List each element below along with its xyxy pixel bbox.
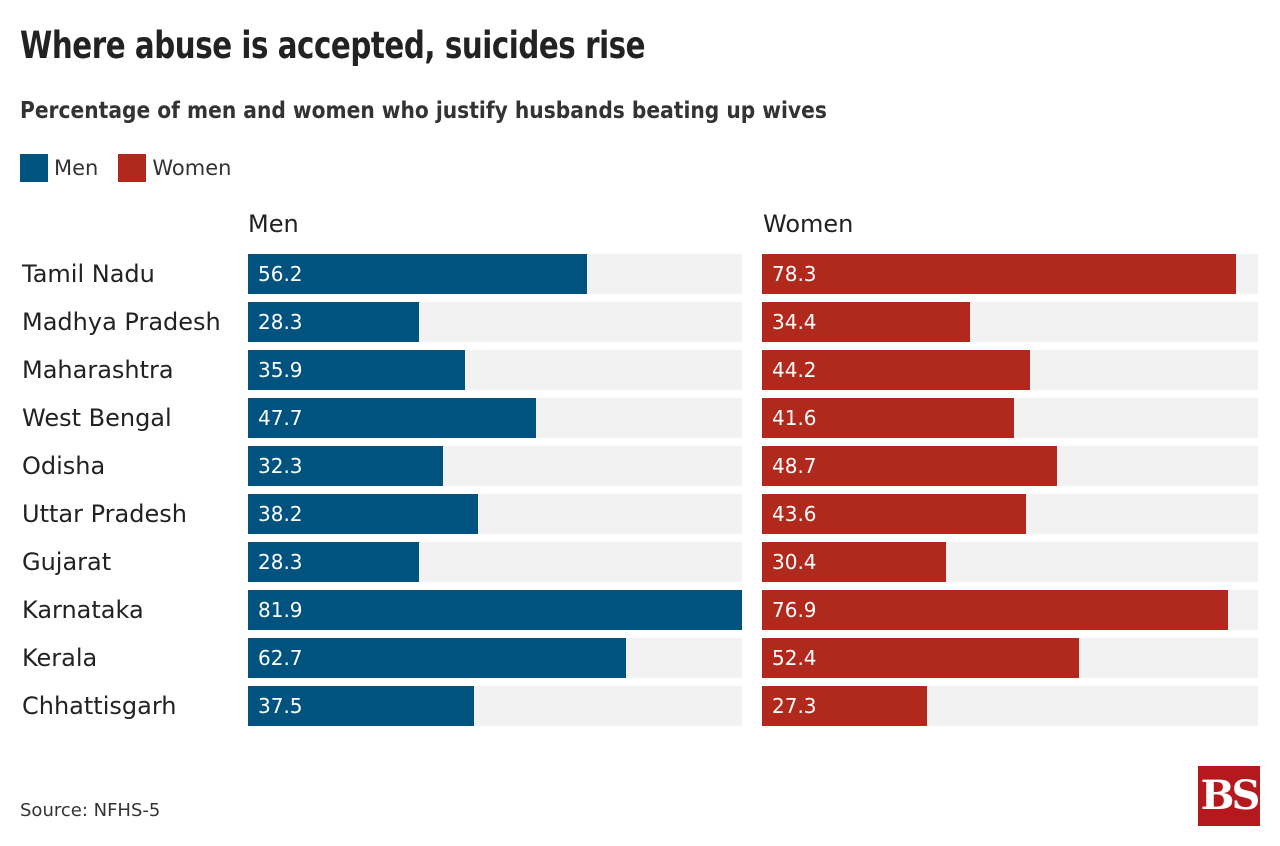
bar-men: 32.3 xyxy=(248,446,443,486)
data-label: 28.3 xyxy=(258,550,303,574)
category-label: Karnataka xyxy=(22,596,144,624)
data-label: 62.7 xyxy=(258,646,303,670)
chart-title: Where abuse is accepted, suicides rise xyxy=(20,24,646,67)
bar-track-men: 28.3 xyxy=(248,542,742,582)
legend-item-women: Women xyxy=(118,154,231,182)
panel-title-men: Men xyxy=(248,210,299,238)
bar-men: 28.3 xyxy=(248,542,419,582)
data-label: 43.6 xyxy=(772,502,817,526)
category-label: West Bengal xyxy=(22,404,172,432)
bar-track-women: 43.6 xyxy=(762,494,1258,534)
data-label: 52.4 xyxy=(772,646,817,670)
bar-men: 62.7 xyxy=(248,638,627,678)
bar-track-men: 28.3 xyxy=(248,302,742,342)
data-label: 30.4 xyxy=(772,550,817,574)
category-label: Gujarat xyxy=(22,548,112,576)
bar-men: 28.3 xyxy=(248,302,419,342)
data-label: 35.9 xyxy=(258,358,303,382)
bar-track-women: 52.4 xyxy=(762,638,1258,678)
category-label: Tamil Nadu xyxy=(22,260,155,288)
chart-subtitle: Percentage of men and women who justify … xyxy=(20,98,827,124)
bar-track-women: 44.2 xyxy=(762,350,1258,390)
bar-track-women: 48.7 xyxy=(762,446,1258,486)
category-label: Chhattisgarh xyxy=(22,692,177,720)
data-label: 44.2 xyxy=(772,358,817,382)
bar-men: 37.5 xyxy=(248,686,475,726)
panel-title-women: Women xyxy=(763,210,854,238)
bar-women: 41.6 xyxy=(762,398,1014,438)
data-label: 56.2 xyxy=(258,262,303,286)
bar-track-men: 56.2 xyxy=(248,254,742,294)
category-label: Uttar Pradesh xyxy=(22,500,187,528)
category-label: Kerala xyxy=(22,644,98,672)
data-label: 37.5 xyxy=(258,694,303,718)
bar-women: 48.7 xyxy=(762,446,1057,486)
bs-logo: BS xyxy=(1198,766,1260,826)
data-label: 38.2 xyxy=(258,502,303,526)
data-label: 41.6 xyxy=(772,406,817,430)
data-label: 76.9 xyxy=(772,598,817,622)
bar-women: 30.4 xyxy=(762,542,947,582)
bar-track-men: 81.9 xyxy=(248,590,742,630)
bar-track-men: 62.7 xyxy=(248,638,742,678)
bar-women: 43.6 xyxy=(762,494,1027,534)
bar-men: 38.2 xyxy=(248,494,479,534)
bar-women: 78.3 xyxy=(762,254,1237,294)
data-label: 47.7 xyxy=(258,406,303,430)
category-label: Maharashtra xyxy=(22,356,174,384)
bar-track-men: 38.2 xyxy=(248,494,742,534)
legend-item-men: Men xyxy=(20,154,98,182)
bar-women: 52.4 xyxy=(762,638,1080,678)
bar-men: 56.2 xyxy=(248,254,587,294)
bar-men: 35.9 xyxy=(248,350,465,390)
bar-track-women: 27.3 xyxy=(762,686,1258,726)
bar-track-women: 78.3 xyxy=(762,254,1258,294)
data-label: 81.9 xyxy=(258,598,303,622)
data-label: 27.3 xyxy=(772,694,817,718)
category-label: Odisha xyxy=(22,452,106,480)
legend-swatch-men xyxy=(20,154,48,182)
bar-track-women: 30.4 xyxy=(762,542,1258,582)
bar-track-men: 32.3 xyxy=(248,446,742,486)
bar-track-men: 37.5 xyxy=(248,686,742,726)
bar-men: 47.7 xyxy=(248,398,536,438)
bar-women: 44.2 xyxy=(762,350,1030,390)
bar-track-women: 41.6 xyxy=(762,398,1258,438)
bar-track-men: 47.7 xyxy=(248,398,742,438)
bar-track-men: 35.9 xyxy=(248,350,742,390)
legend-swatch-women xyxy=(118,154,147,182)
category-label: Madhya Pradesh xyxy=(22,308,221,336)
data-label: 32.3 xyxy=(258,454,303,478)
legend-label-men: Men xyxy=(54,156,99,180)
legend-label-women: Women xyxy=(152,156,232,180)
data-label: 34.4 xyxy=(772,310,817,334)
bar-men: 81.9 xyxy=(248,590,742,630)
source-note: Source: NFHS-5 xyxy=(20,800,161,821)
data-label: 78.3 xyxy=(772,262,817,286)
legend: Men Women xyxy=(20,154,251,182)
bar-track-women: 76.9 xyxy=(762,590,1258,630)
data-label: 48.7 xyxy=(772,454,817,478)
bar-women: 27.3 xyxy=(762,686,928,726)
bar-women: 34.4 xyxy=(762,302,971,342)
bar-track-women: 34.4 xyxy=(762,302,1258,342)
bar-women: 76.9 xyxy=(762,590,1228,630)
data-label: 28.3 xyxy=(258,310,303,334)
